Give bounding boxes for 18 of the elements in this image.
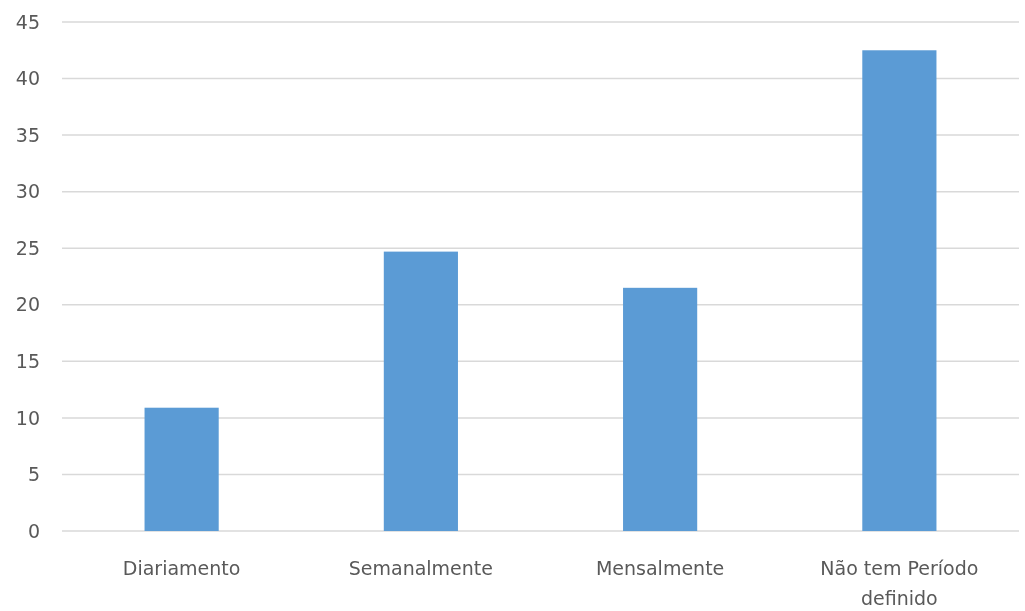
y-tick-label: 20 bbox=[15, 293, 40, 316]
y-tick-label: 40 bbox=[15, 67, 40, 90]
y-tick-label: 45 bbox=[15, 10, 40, 33]
bar bbox=[862, 50, 937, 531]
bar bbox=[383, 251, 458, 531]
bar bbox=[144, 407, 219, 531]
y-tick-label: 15 bbox=[15, 349, 40, 372]
y-tick-label: 0 bbox=[27, 519, 40, 542]
y-tick-label: 30 bbox=[15, 180, 40, 203]
x-tick-label: Não tem Período definido bbox=[820, 557, 979, 609]
y-tick-label: 5 bbox=[27, 463, 40, 486]
x-tick-label: Diariamento bbox=[122, 557, 241, 579]
x-tick-label: Mensalmente bbox=[595, 557, 725, 579]
y-tick-label: 25 bbox=[15, 236, 40, 259]
y-tick-label: 35 bbox=[15, 123, 40, 146]
x-tick-label: Semanalmente bbox=[348, 557, 493, 579]
y-tick-label: 10 bbox=[15, 406, 40, 429]
bar bbox=[623, 287, 698, 531]
